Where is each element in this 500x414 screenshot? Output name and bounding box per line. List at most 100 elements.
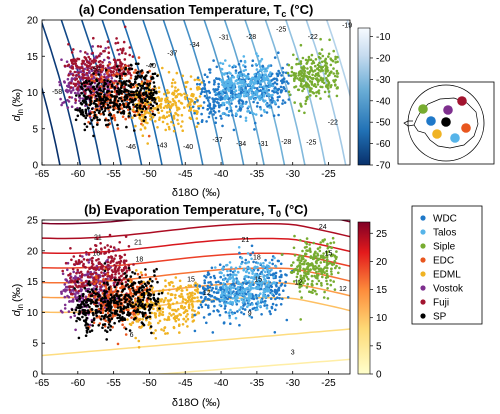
panel-b-title: (b) Evaporation Temperature, T0 (°C) [84, 202, 308, 219]
data-point [95, 78, 98, 81]
data-point [88, 305, 91, 309]
data-point [283, 101, 287, 104]
data-point [147, 323, 150, 327]
data-point [117, 267, 120, 270]
x-tick-label: -55 [106, 378, 121, 389]
data-point [76, 303, 80, 307]
data-point [176, 108, 179, 112]
data-point [319, 241, 323, 244]
data-point [89, 112, 92, 115]
data-point [287, 90, 291, 94]
data-point [75, 94, 78, 97]
data-point [167, 70, 171, 74]
data-point [309, 94, 312, 97]
data-point [120, 99, 124, 103]
data-point [235, 273, 238, 277]
data-point [118, 79, 121, 83]
data-point [138, 117, 142, 120]
data-point [131, 295, 135, 298]
data-point [206, 287, 210, 290]
data-point [114, 63, 117, 66]
data-point [95, 97, 99, 101]
data-point [122, 109, 125, 113]
contour-label: 12 [295, 280, 303, 287]
data-point [141, 298, 145, 302]
data-point [176, 88, 180, 92]
data-point [149, 96, 152, 100]
data-point [119, 274, 123, 278]
data-point [265, 69, 269, 73]
data-point [112, 66, 116, 70]
data-point [132, 263, 135, 266]
data-point [143, 81, 147, 84]
data-point [233, 82, 236, 85]
x-tick-label: -25 [321, 169, 336, 180]
data-point [72, 62, 75, 66]
data-point [254, 63, 258, 66]
data-point [287, 63, 291, 67]
data-point [312, 77, 315, 80]
data-point [135, 93, 138, 96]
data-point [305, 97, 309, 101]
data-point [267, 282, 270, 286]
panel-a-colorbar-ticks: -70-60-50-40-30-20-10 [370, 32, 391, 172]
data-point [247, 297, 251, 301]
contour-label: 18 [93, 251, 101, 258]
data-point [260, 114, 263, 117]
data-point [104, 313, 107, 317]
data-point [97, 307, 101, 311]
data-point [299, 318, 303, 321]
data-point [89, 122, 92, 125]
data-point [320, 284, 323, 287]
data-point [192, 109, 196, 113]
data-point [327, 95, 331, 98]
data-point [302, 69, 306, 72]
data-point [233, 284, 236, 288]
data-point [217, 77, 221, 81]
data-point [225, 264, 228, 267]
data-point [253, 82, 257, 85]
data-point [80, 260, 83, 264]
data-point [166, 122, 169, 126]
data-point [208, 68, 212, 71]
data-point [120, 107, 124, 110]
data-point [111, 249, 115, 253]
legend-label: Fuji [433, 298, 449, 309]
data-point [95, 280, 98, 283]
data-point [303, 66, 306, 70]
data-point [78, 107, 82, 110]
contour-line [142, 20, 184, 165]
data-point [256, 265, 259, 269]
data-point [87, 282, 90, 286]
data-point [304, 259, 307, 262]
contour-label: -31 [258, 141, 268, 148]
data-point [246, 266, 249, 269]
data-point [80, 66, 83, 69]
x-tick-label: -60 [71, 169, 86, 180]
data-point [180, 304, 183, 308]
data-point [93, 113, 97, 117]
data-point [72, 311, 76, 315]
data-point [64, 278, 67, 281]
data-point [153, 312, 156, 315]
contour-line [203, 20, 245, 165]
data-point [316, 74, 320, 77]
data-point [136, 70, 140, 74]
data-point [306, 77, 310, 81]
data-point [330, 246, 333, 250]
data-point [88, 323, 92, 327]
panel-a-title: (a) Condensation Temperature, Tc (°C) [79, 2, 314, 19]
data-point [146, 86, 149, 90]
data-point [73, 58, 76, 61]
data-point [249, 253, 252, 257]
data-point [335, 250, 338, 253]
data-point [107, 305, 110, 308]
data-point [152, 96, 156, 100]
data-point [311, 288, 315, 292]
data-point [91, 66, 94, 69]
data-point [119, 64, 123, 67]
data-point [101, 268, 104, 271]
data-point [240, 256, 244, 260]
data-point [64, 290, 67, 293]
data-point [259, 89, 262, 92]
